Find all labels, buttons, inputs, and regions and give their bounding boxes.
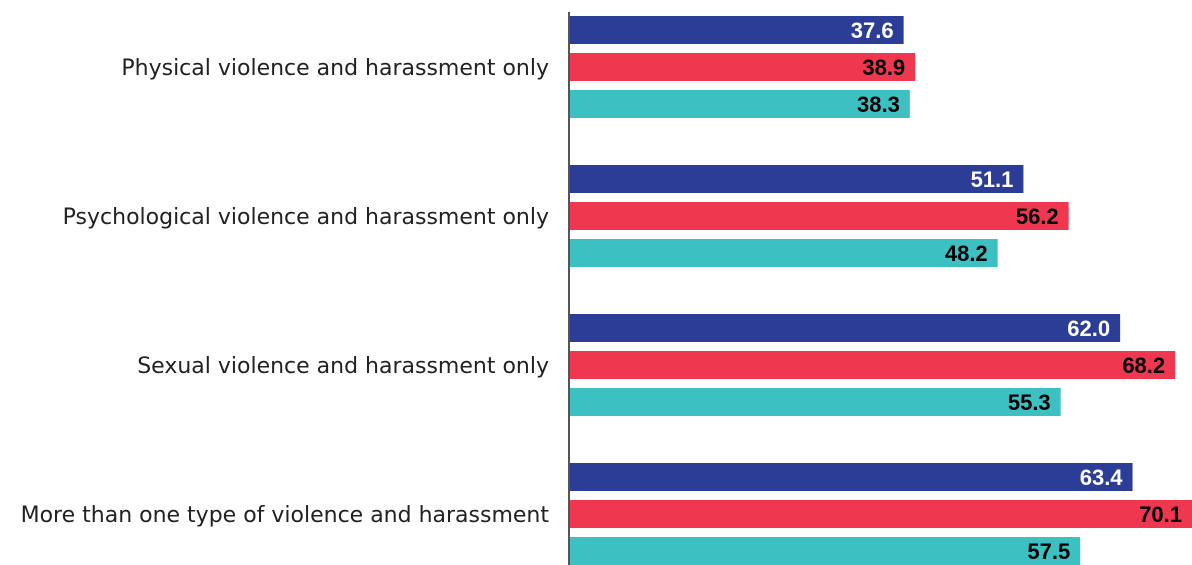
bar-value-label: 70.1 bbox=[1139, 502, 1182, 527]
bar bbox=[570, 165, 1024, 193]
bar-value-label: 55.3 bbox=[1008, 390, 1051, 415]
bar-value-label: 38.3 bbox=[857, 92, 900, 117]
bar bbox=[570, 53, 916, 81]
bar bbox=[570, 351, 1176, 379]
bars-layer: 37.6 38.9 38.3 51.156.2 48.2 62.0 68.2 55.3 63.4… bbox=[570, 16, 1192, 565]
bar bbox=[570, 90, 910, 118]
bar-value-label: 68.2 bbox=[1122, 353, 1165, 378]
bar-value-label: 57.5 bbox=[1027, 539, 1070, 564]
bar bbox=[570, 388, 1061, 416]
bar-value-label: 38.9 bbox=[862, 55, 905, 80]
category-label: More than one type of violence and haras… bbox=[21, 503, 550, 528]
bar bbox=[570, 500, 1192, 528]
category-label: Physical violence and harassment only bbox=[121, 56, 549, 81]
bar-value-label: 56.2 bbox=[1016, 204, 1059, 229]
category-label: Psychological violence and harassment on… bbox=[63, 205, 549, 230]
bar bbox=[570, 239, 998, 267]
bar-value-label: 48.2 bbox=[945, 241, 988, 266]
category-labels: Physical violence and harassment only Psy… bbox=[21, 56, 550, 528]
bar bbox=[570, 537, 1081, 565]
bar-value-label: 62.0 bbox=[1067, 316, 1110, 341]
bar bbox=[570, 314, 1121, 342]
bar-value-label: 37.6 bbox=[851, 18, 894, 43]
bar bbox=[570, 202, 1069, 230]
bar-value-label: 51.1 bbox=[971, 167, 1014, 192]
bar bbox=[570, 463, 1133, 491]
category-label: Sexual violence and harassment only bbox=[137, 354, 549, 379]
bar bbox=[570, 16, 904, 44]
bar-value-label: 63.4 bbox=[1080, 465, 1124, 490]
